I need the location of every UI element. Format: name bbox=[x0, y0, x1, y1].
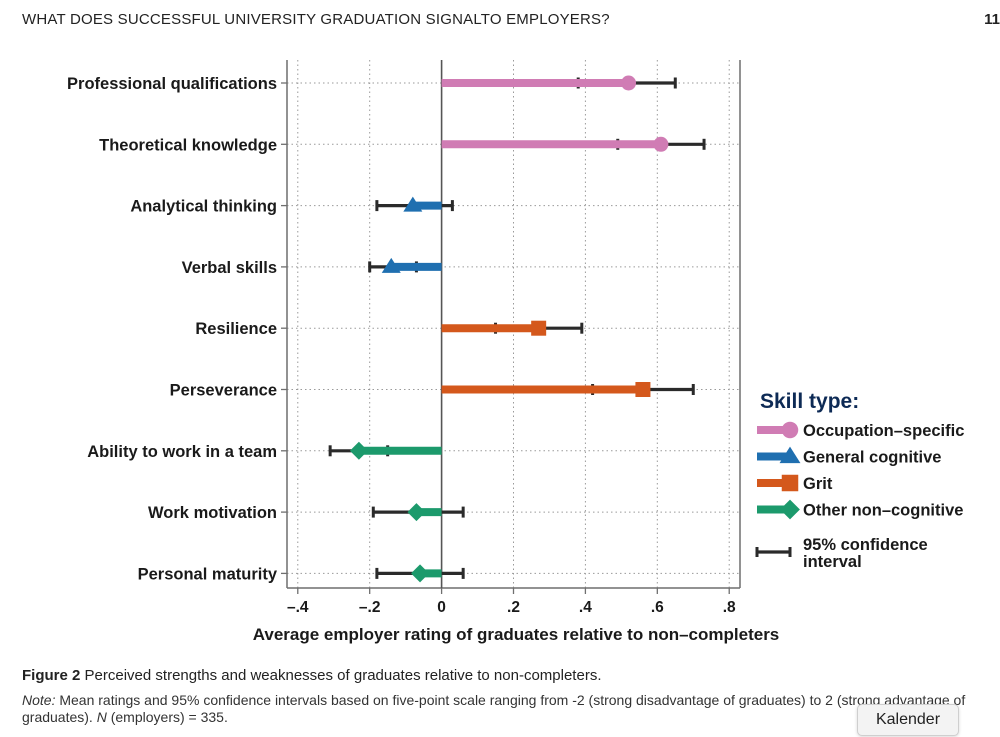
mean-marker bbox=[349, 441, 368, 460]
mean-marker bbox=[407, 503, 426, 522]
note-n-label: N bbox=[96, 709, 107, 725]
x-tick-label: –.2 bbox=[359, 599, 381, 616]
data-marks bbox=[328, 75, 706, 583]
legend-ci-label: interval bbox=[803, 553, 862, 571]
mean-marker bbox=[653, 136, 669, 152]
mean-marker bbox=[621, 75, 637, 91]
legend-label: Grit bbox=[803, 475, 833, 493]
figure-note: Note: Mean ratings and 95% confidence in… bbox=[22, 692, 972, 726]
page-header-title: WHAT DOES SUCCESSFUL UNIVERSITY GRADUATI… bbox=[22, 11, 610, 28]
note-label: Note: bbox=[22, 692, 56, 708]
mean-marker bbox=[381, 257, 401, 273]
mean-marker bbox=[531, 320, 547, 336]
x-axis-title: Average employer rating of graduates rel… bbox=[253, 625, 780, 644]
figure-caption-text: Perceived strengths and weaknesses of gr… bbox=[84, 667, 602, 684]
legend-ci-label: 95% confidence bbox=[803, 536, 928, 554]
chart-legend: Skill type: Occupation–specific General co… bbox=[755, 390, 964, 571]
y-category-label: Resilience bbox=[195, 320, 277, 338]
x-tick-label: .6 bbox=[651, 599, 664, 616]
legend-swatch-marker bbox=[781, 421, 799, 439]
note-text-1: Mean ratings and 95% confidence interval… bbox=[22, 692, 966, 725]
kalender-button[interactable]: Kalender bbox=[857, 704, 959, 736]
y-category-label: Analytical thinking bbox=[130, 198, 277, 216]
mean-marker bbox=[635, 382, 651, 397]
x-tick-label: .2 bbox=[507, 599, 520, 616]
y-category-label: Work motivation bbox=[148, 504, 277, 522]
mean-marker bbox=[403, 196, 423, 212]
figure-caption: Figure 2 Perceived strengths and weaknes… bbox=[22, 667, 601, 684]
y-category-label: Ability to work in a team bbox=[87, 443, 277, 461]
figure-label: Figure 2 bbox=[22, 667, 81, 684]
legend-label: Occupation–specific bbox=[803, 422, 964, 440]
x-tick-label: .8 bbox=[723, 599, 736, 616]
y-category-label: Verbal skills bbox=[182, 259, 277, 277]
axis-labels: –.4 –.2 0 .2 .4 .6 .8 Average employer rating o… bbox=[67, 75, 779, 644]
legend-swatch-marker bbox=[780, 499, 800, 520]
legend-swatch-marker bbox=[779, 446, 801, 464]
y-category-label: Perseverance bbox=[170, 382, 277, 400]
legend-title: Skill type: bbox=[760, 390, 859, 413]
x-tick-label: .4 bbox=[579, 599, 592, 616]
y-category-label: Professional qualifications bbox=[67, 75, 277, 93]
y-category-label: Theoretical knowledge bbox=[99, 136, 277, 154]
legend-label: Other non–cognitive bbox=[803, 502, 963, 520]
legend-label: General cognitive bbox=[803, 449, 941, 467]
employer-rating-chart: –.4 –.2 0 .2 .4 .6 .8 Average employer rating o… bbox=[67, 60, 964, 644]
x-tick-label: –.4 bbox=[287, 599, 309, 616]
grid-lines bbox=[287, 60, 740, 588]
legend-swatch-marker bbox=[781, 474, 799, 492]
x-tick-label: 0 bbox=[437, 599, 446, 616]
mean-marker bbox=[411, 564, 430, 583]
note-text-2: (employers) = 335. bbox=[110, 709, 228, 725]
y-category-label: Personal maturity bbox=[138, 565, 278, 583]
page-number: 11 bbox=[984, 11, 1000, 28]
